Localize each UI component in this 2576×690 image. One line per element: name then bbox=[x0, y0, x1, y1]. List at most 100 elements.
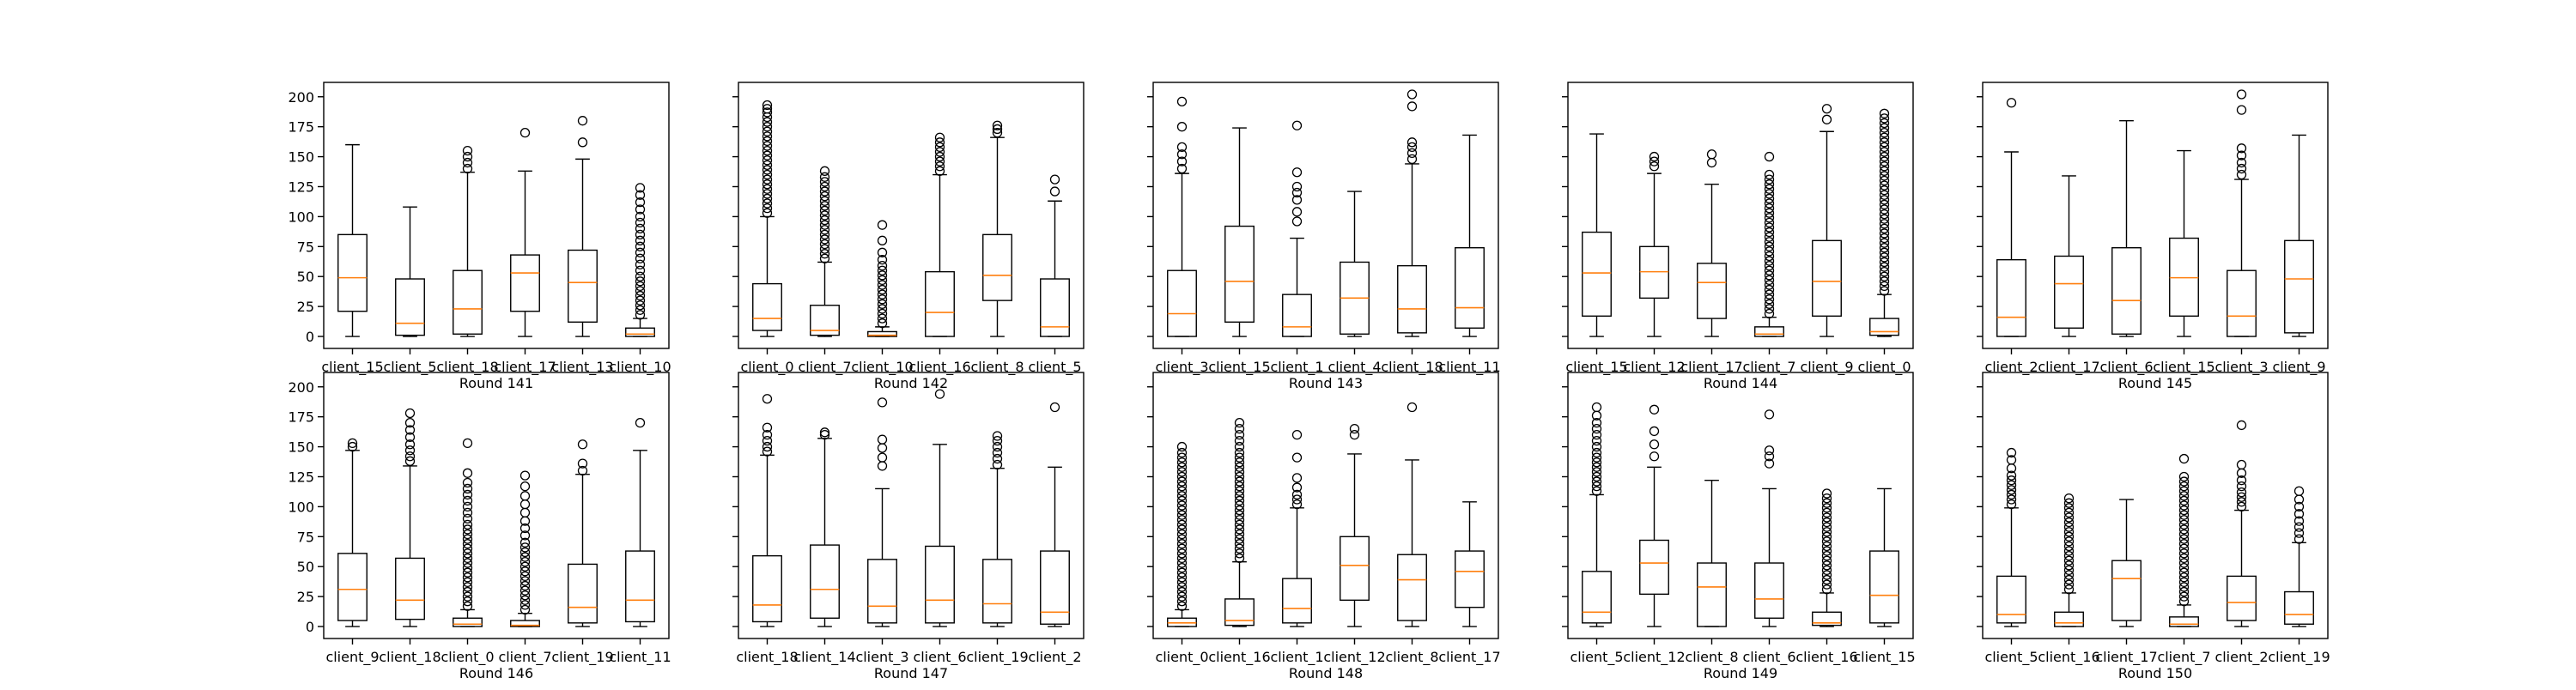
outlier-point bbox=[519, 595, 531, 605]
outlier-point bbox=[1406, 101, 1418, 112]
outlier-point bbox=[1291, 473, 1303, 483]
outlier-point bbox=[819, 181, 830, 192]
outlier-point bbox=[1176, 481, 1188, 492]
x-tick-label: client_5 bbox=[383, 359, 436, 376]
iqr-box bbox=[395, 278, 425, 336]
outlier-point bbox=[1879, 247, 1890, 257]
outlier-point bbox=[462, 489, 473, 500]
iqr-box bbox=[1282, 578, 1312, 624]
outlier-point bbox=[1879, 108, 1890, 118]
outlier-point bbox=[1176, 539, 1188, 549]
x-tick-label: client_5 bbox=[1028, 359, 1081, 376]
x-tick-label: client_11 bbox=[609, 649, 671, 666]
outlier-point bbox=[877, 313, 888, 324]
box-client_15 bbox=[2169, 149, 2199, 337]
subplot-8: client_0 client_16 client_1 client_12 client… bbox=[1147, 372, 1501, 681]
box-client_8 bbox=[1397, 402, 1427, 627]
outlier-point bbox=[1879, 286, 1890, 296]
outlier-point bbox=[1234, 534, 1245, 544]
outlier-point bbox=[462, 501, 473, 512]
outlier-point bbox=[992, 441, 1003, 452]
x-tick-label: client_10 bbox=[609, 359, 671, 376]
outlier-point bbox=[1879, 276, 1890, 287]
outlier-point bbox=[635, 286, 646, 296]
outlier-point bbox=[462, 157, 473, 168]
outlier-point bbox=[877, 247, 888, 257]
outlier-point bbox=[1234, 417, 1245, 428]
x-tick-label: client_19 bbox=[551, 649, 613, 666]
x-tick-label: client_7 bbox=[498, 649, 551, 666]
outlier-point bbox=[762, 104, 773, 114]
outlier-point bbox=[404, 425, 416, 435]
outlier-point bbox=[462, 562, 473, 573]
outlier-point bbox=[2236, 492, 2247, 502]
outlier-point bbox=[462, 163, 473, 174]
outlier-point bbox=[1176, 96, 1188, 106]
outlier-point bbox=[2236, 143, 2247, 154]
outlier-point bbox=[2063, 531, 2075, 542]
box-client_12 bbox=[1340, 423, 1370, 627]
outlier-point bbox=[1234, 423, 1245, 434]
outlier-point bbox=[2178, 515, 2190, 525]
outlier-point bbox=[635, 241, 646, 251]
plot-frame bbox=[1152, 82, 1499, 349]
outlier-point bbox=[635, 281, 646, 292]
outlier-point bbox=[819, 205, 830, 216]
outlier-point bbox=[1764, 179, 1775, 190]
box-client_3 bbox=[2227, 89, 2257, 337]
outlier-point bbox=[1176, 529, 1188, 540]
outlier-point bbox=[519, 499, 531, 510]
outlier-point bbox=[1879, 271, 1890, 281]
outlier-point bbox=[1764, 227, 1775, 238]
y-tick-label: 100 bbox=[288, 499, 314, 515]
outlier-point bbox=[1176, 562, 1188, 573]
box-client_16 bbox=[1812, 488, 1842, 627]
outlier-point bbox=[934, 142, 945, 153]
outlier-point bbox=[877, 461, 888, 471]
outlier-point bbox=[1821, 565, 1832, 576]
x-tick-label: client_5 bbox=[1570, 649, 1623, 666]
outlier-point bbox=[635, 271, 646, 281]
outlier-point bbox=[635, 417, 646, 428]
outlier-point bbox=[819, 201, 830, 211]
outlier-point bbox=[635, 290, 646, 301]
x-tick-label: client_12 bbox=[1323, 649, 1385, 666]
outlier-point bbox=[1764, 232, 1775, 242]
outlier-point bbox=[2178, 495, 2190, 506]
outlier-point bbox=[877, 284, 888, 295]
outlier-point bbox=[1176, 471, 1188, 482]
outlier-point bbox=[762, 441, 773, 452]
outlier-point bbox=[1879, 214, 1890, 224]
x-tick-label: client_18 bbox=[436, 359, 498, 376]
outlier-point bbox=[1879, 238, 1890, 248]
outlier-point bbox=[1591, 481, 1602, 492]
x-tick-label: client_3 bbox=[855, 649, 908, 666]
iqr-box bbox=[453, 617, 483, 627]
outlier-point bbox=[635, 204, 646, 215]
outlier-point bbox=[1591, 441, 1602, 452]
iqr-box bbox=[982, 559, 1012, 624]
outlier-point bbox=[1234, 529, 1245, 540]
x-tick-label: client_15 bbox=[1565, 359, 1627, 376]
outlier-point bbox=[762, 184, 773, 194]
x-tick-label: client_15 bbox=[1853, 649, 1915, 666]
outlier-point bbox=[1879, 281, 1890, 292]
outlier-point bbox=[2006, 455, 2017, 465]
outlier-point bbox=[404, 451, 416, 462]
outlier-point bbox=[635, 190, 646, 200]
iqr-box bbox=[1282, 294, 1312, 337]
outlier-point bbox=[992, 120, 1003, 130]
iqr-box bbox=[1582, 231, 1612, 317]
outlier-point bbox=[1764, 284, 1775, 295]
box-client_15 bbox=[1869, 487, 1899, 627]
outlier-point bbox=[1821, 579, 1832, 590]
outlier-point bbox=[877, 275, 888, 286]
x-tick-label: client_17 bbox=[2038, 359, 2099, 376]
outlier-point bbox=[819, 253, 830, 263]
x-tick-label: client_6 bbox=[913, 649, 966, 666]
outlier-point bbox=[1291, 181, 1303, 192]
outlier-point bbox=[762, 155, 773, 166]
outlier-point bbox=[1821, 555, 1832, 566]
y-tick-label: 150 bbox=[288, 439, 314, 456]
y-tick-label: 125 bbox=[288, 469, 314, 485]
